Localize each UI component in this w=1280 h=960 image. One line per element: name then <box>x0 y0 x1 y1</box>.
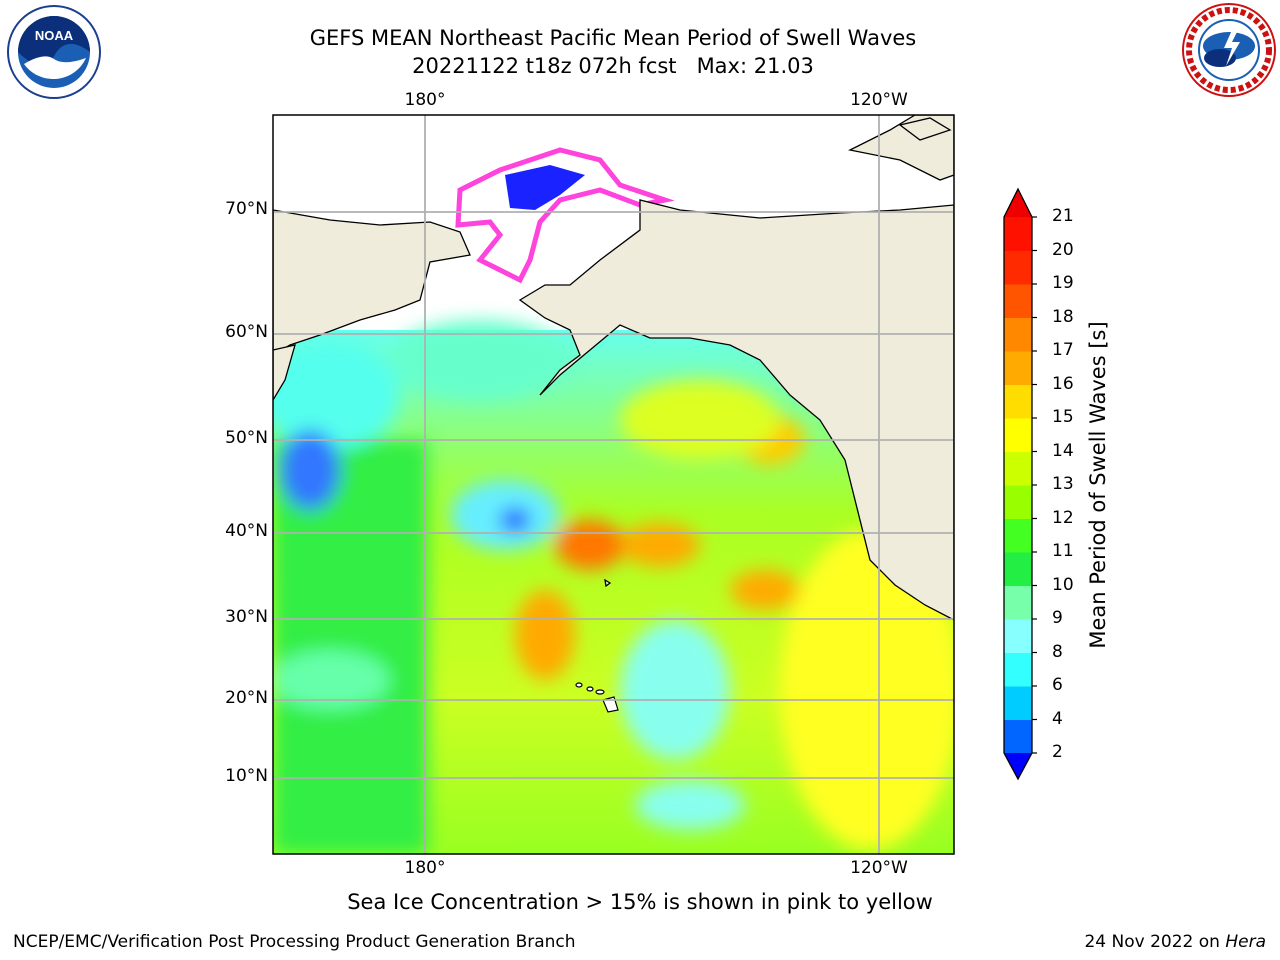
lat-label-40n: 40°N <box>225 521 268 541</box>
colorbar-tick-label: 18 <box>1052 306 1074 327</box>
colorbar-tick-label: 16 <box>1052 373 1074 394</box>
noaa-logo-text: NOAA <box>35 28 74 43</box>
colorbar-segment <box>1004 384 1032 419</box>
colorbar-tick-label: 9 <box>1052 608 1063 628</box>
colorbar-tick-label: 12 <box>1052 507 1074 528</box>
lon-label-top-120w: 120°W <box>850 90 908 110</box>
lon-label-bottom-180: 180° <box>404 858 446 878</box>
colorbar-segment <box>1004 619 1032 653</box>
sea-ice-note: Sea Ice Concentration > 15% is shown in … <box>347 890 933 914</box>
colorbar-min-extension <box>1004 753 1032 779</box>
colorbar-segment <box>1004 284 1032 318</box>
colorbar-segment <box>1004 518 1032 553</box>
graticule <box>273 115 954 854</box>
lon-label-bottom-120w: 120°W <box>850 858 908 878</box>
footer-machine: Hera <box>1225 932 1266 952</box>
nws-logo <box>1182 3 1276 97</box>
lon-label-top-180: 180° <box>404 90 446 110</box>
colorbar-segment <box>1004 552 1032 586</box>
colorbar-tick-label: 11 <box>1052 541 1074 561</box>
colorbar-tick-label: 10 <box>1052 574 1074 595</box>
colorbar-tick-label: 2 <box>1052 742 1063 762</box>
title-line-2: 20221122 t18z 072h fcst Max: 21.03 <box>412 54 814 78</box>
map-frame <box>272 114 955 855</box>
colorbar-segment <box>1004 719 1032 754</box>
footer-date-text: 24 Nov 2022 on <box>1084 932 1226 952</box>
footer-date: 24 Nov 2022 on Hera <box>1084 932 1266 952</box>
noaa-logo: NOAA <box>7 5 101 99</box>
colorbar-tick-label: 6 <box>1052 675 1063 695</box>
colorbar-tick-label: 17 <box>1052 340 1074 360</box>
footer-credit: NCEP/EMC/Verification Post Processing Pr… <box>13 932 576 952</box>
colorbar-tick-label: 20 <box>1052 239 1074 260</box>
title-line-1: GEFS MEAN Northeast Pacific Mean Period … <box>309 26 917 50</box>
lat-label-20n: 20°N <box>225 688 268 708</box>
lat-label-70n: 70°N <box>225 199 268 219</box>
colorbar-segment <box>1004 652 1032 687</box>
colorbar-tick-label: 21 <box>1052 206 1074 226</box>
colorbar <box>1003 187 1037 781</box>
land-masses <box>273 115 954 621</box>
colorbar-tick-label: 8 <box>1052 641 1063 662</box>
colorbar-tick-label: 4 <box>1052 708 1063 729</box>
colorbar-max-extension <box>1004 189 1032 217</box>
colorbar-segment <box>1004 250 1032 285</box>
colorbar-tick-label: 15 <box>1052 407 1074 427</box>
colorbar-segment <box>1004 418 1032 452</box>
colorbar-segment <box>1004 485 1032 519</box>
lat-label-50n: 50°N <box>225 428 268 448</box>
colorbar-segment <box>1004 351 1032 385</box>
colorbar-segment <box>1004 451 1032 486</box>
colorbar-tick-label: 14 <box>1052 440 1074 461</box>
colorbar-title: Mean Period of Swell Waves [s] <box>1086 321 1110 649</box>
lat-label-60n: 60°N <box>225 322 268 342</box>
colorbar-tick-label: 13 <box>1052 474 1074 494</box>
colorbar-segment <box>1004 585 1032 620</box>
lat-label-10n: 10°N <box>225 766 268 786</box>
colorbar-tick-label: 19 <box>1052 273 1074 293</box>
colorbar-segment <box>1004 317 1032 352</box>
hawaiian-islands <box>575 682 619 713</box>
colorbar-segment <box>1004 217 1032 251</box>
colorbar-segment <box>1004 686 1032 720</box>
lat-label-30n: 30°N <box>225 607 268 627</box>
